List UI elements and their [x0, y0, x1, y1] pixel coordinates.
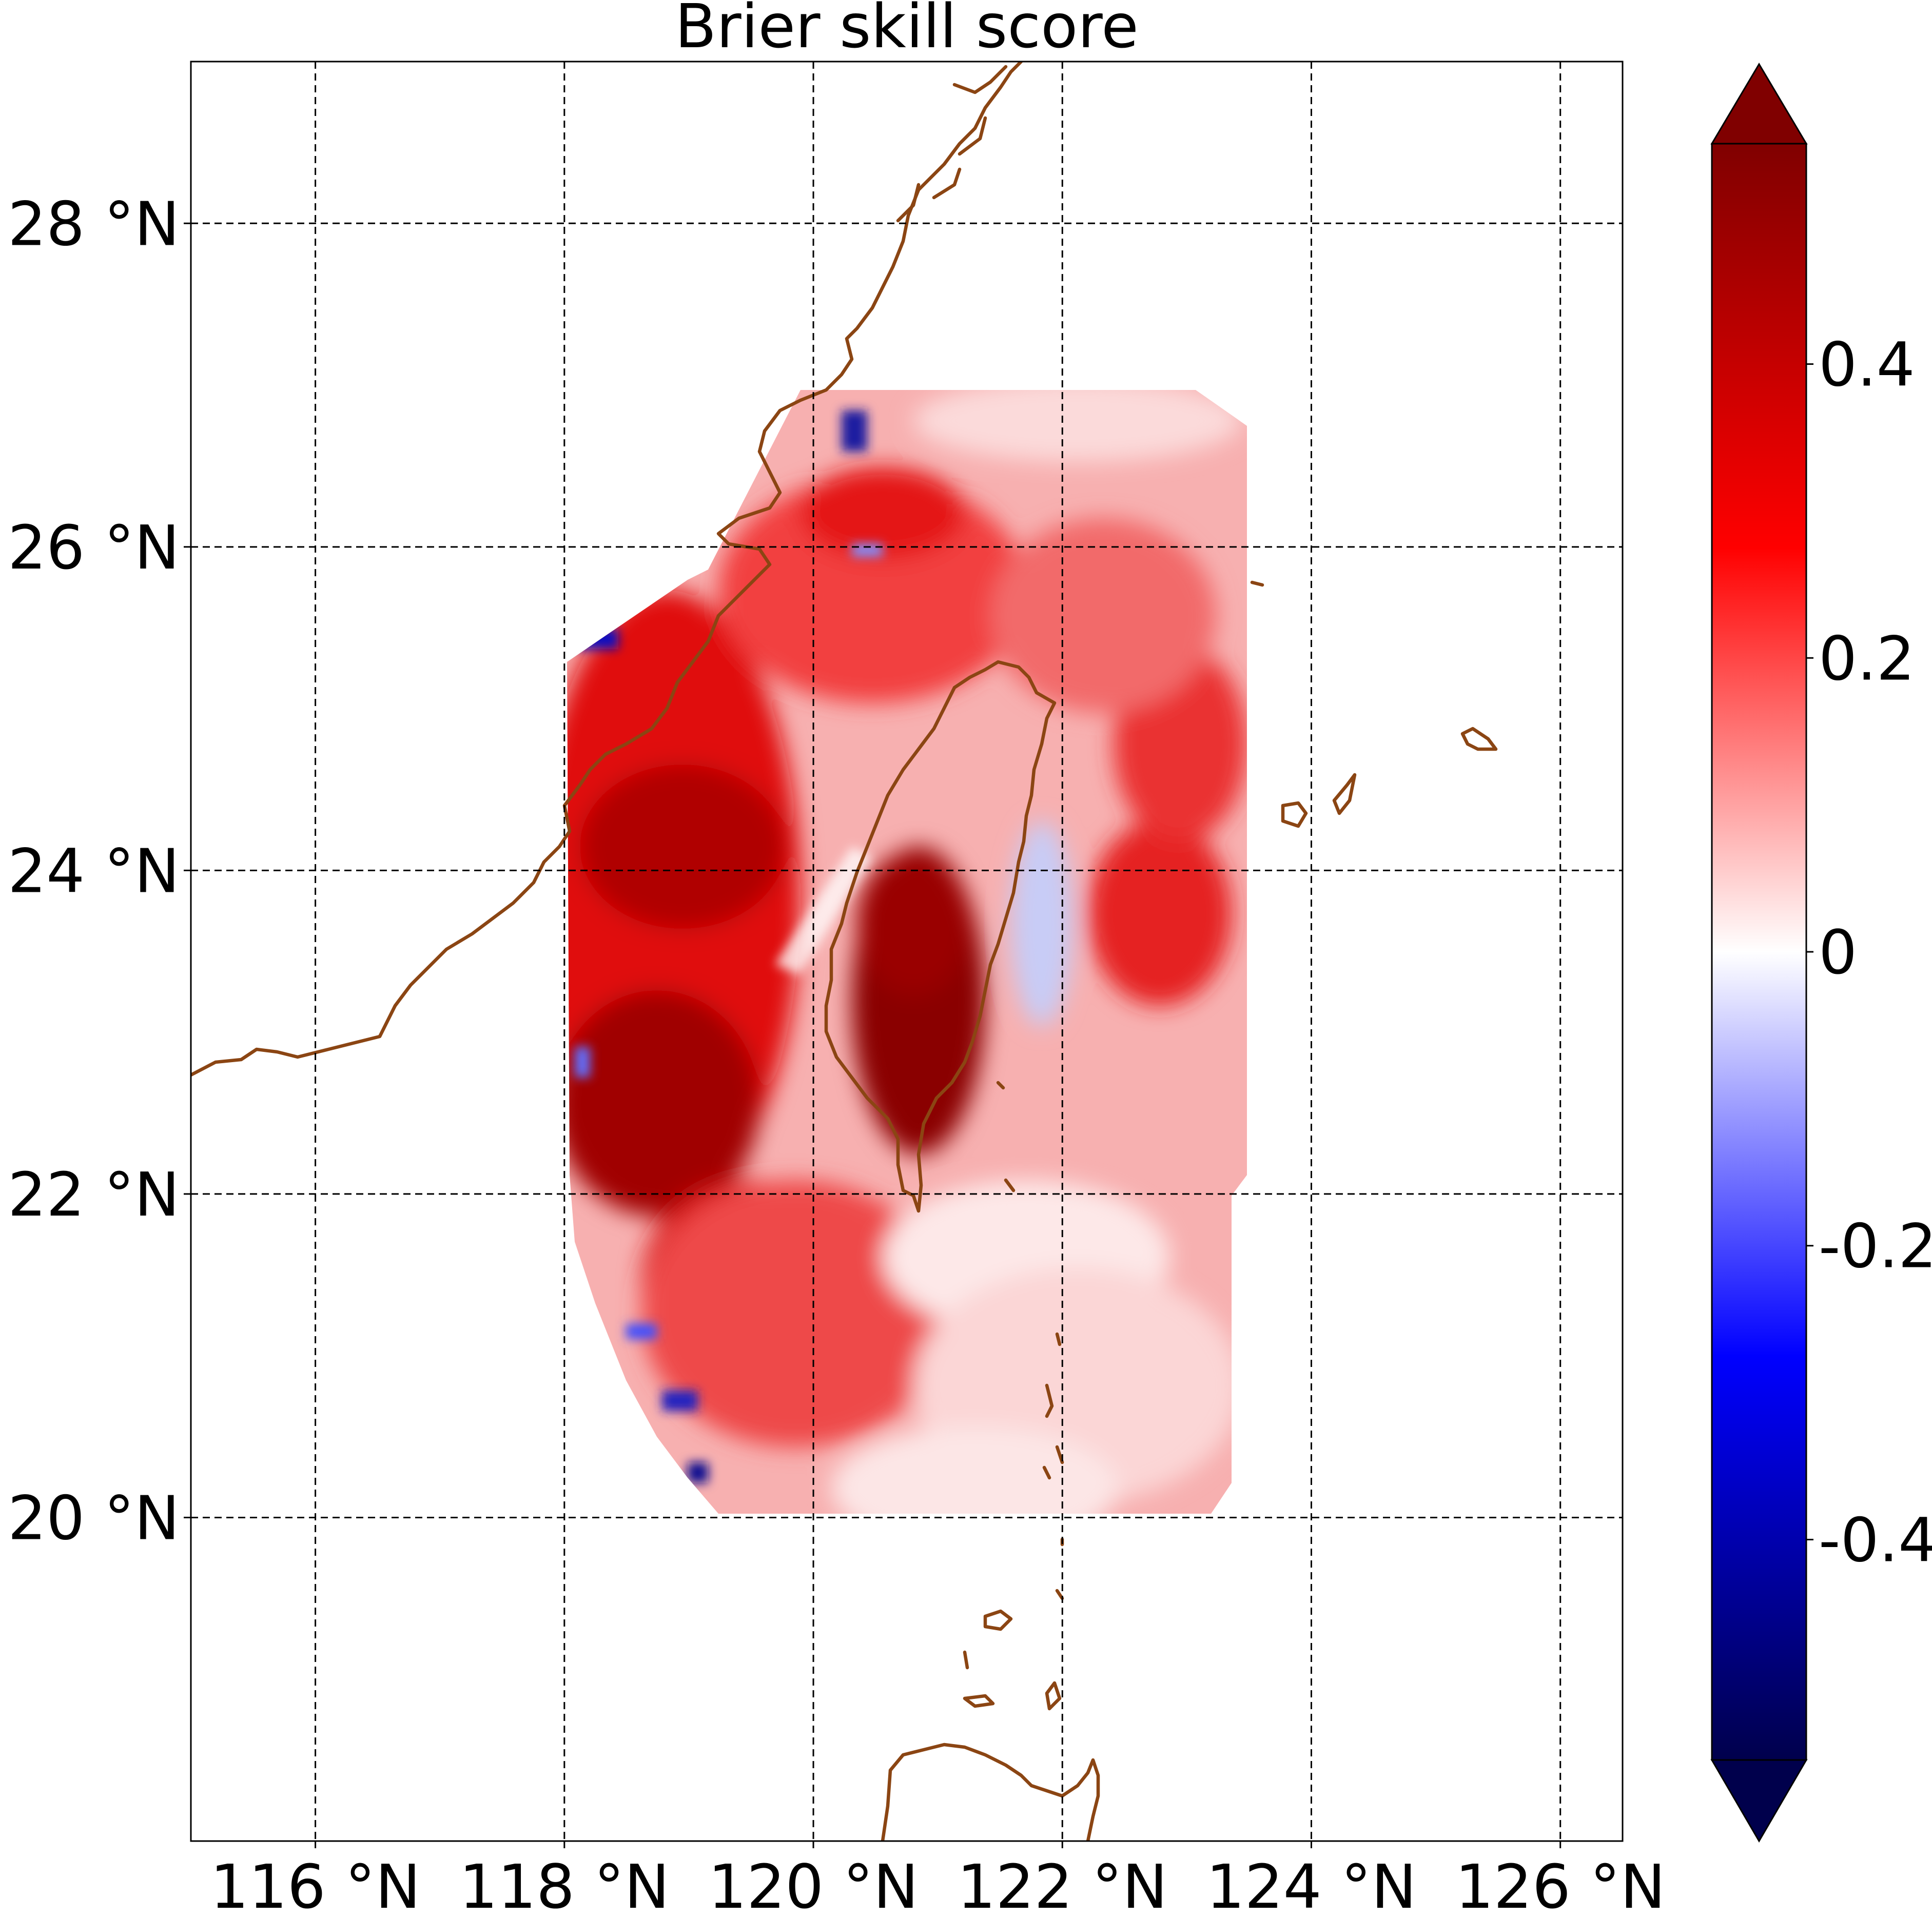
coastline-lanyu — [996, 1081, 1016, 1192]
coastline-china-mainland — [191, 62, 1023, 1077]
colorbar-tick-label: 0.2 — [1819, 623, 1915, 694]
gridlines — [191, 62, 1623, 1841]
colorbar-extend-bottom — [1710, 1759, 1808, 1843]
lon-tick-label: 118 °N — [459, 1851, 670, 1917]
lat-tick-label: 24 °N — [8, 835, 180, 906]
coastline-zhejiang-islands — [896, 65, 1008, 223]
lat-tick-label: 22 °N — [8, 1159, 180, 1230]
lat-tick-label: 28 °N — [8, 188, 180, 259]
lon-tick-label: 122 °N — [957, 1851, 1167, 1917]
coastlines — [191, 62, 1498, 1841]
lat-tick-labels: 20 °N 22 °N 24 °N 26 °N 28 °N — [8, 188, 191, 1553]
map-frame — [190, 61, 1624, 1842]
lat-tick-label: 20 °N — [8, 1482, 180, 1553]
map-area — [191, 62, 1623, 1841]
coastline-south-islets — [1042, 1332, 1064, 1480]
lat-tick-label: 26 °N — [8, 512, 180, 583]
skill-score-field — [567, 390, 1247, 1514]
colorbar-tick-label: 0 — [1819, 917, 1857, 988]
coastline-babuyan-islands — [963, 1537, 1064, 1711]
colorbar-tick-label: -0.4 — [1819, 1504, 1932, 1575]
lon-tick-labels: 116 °N 118 °N 120 °N 122 °N 124 °N 126 °N — [210, 1841, 1666, 1917]
colorbar-tick-label: -0.2 — [1819, 1211, 1932, 1282]
lon-tick-label: 116 °N — [210, 1851, 421, 1917]
coastline-luzon — [881, 1743, 1100, 1841]
coastline-yaeyama-islands — [1250, 580, 1498, 828]
lon-tick-label: 120 °N — [708, 1851, 919, 1917]
chart-title: Brier skill score — [675, 0, 1139, 62]
colorbar-extend-top — [1710, 63, 1808, 145]
colorbar-tick-labels: 0.4 0.2 0 -0.2 -0.4 — [1806, 329, 1932, 1575]
coastline-taiwan — [824, 660, 1057, 1213]
colorbar-tick-label: 0.4 — [1819, 329, 1915, 400]
lon-tick-label: 126 °N — [1455, 1851, 1666, 1917]
lon-tick-label: 124 °N — [1206, 1851, 1416, 1917]
colorbar: 0.4 0.2 0 -0.2 -0.4 — [1710, 63, 1932, 1843]
colorbar-body — [1711, 143, 1807, 1761]
